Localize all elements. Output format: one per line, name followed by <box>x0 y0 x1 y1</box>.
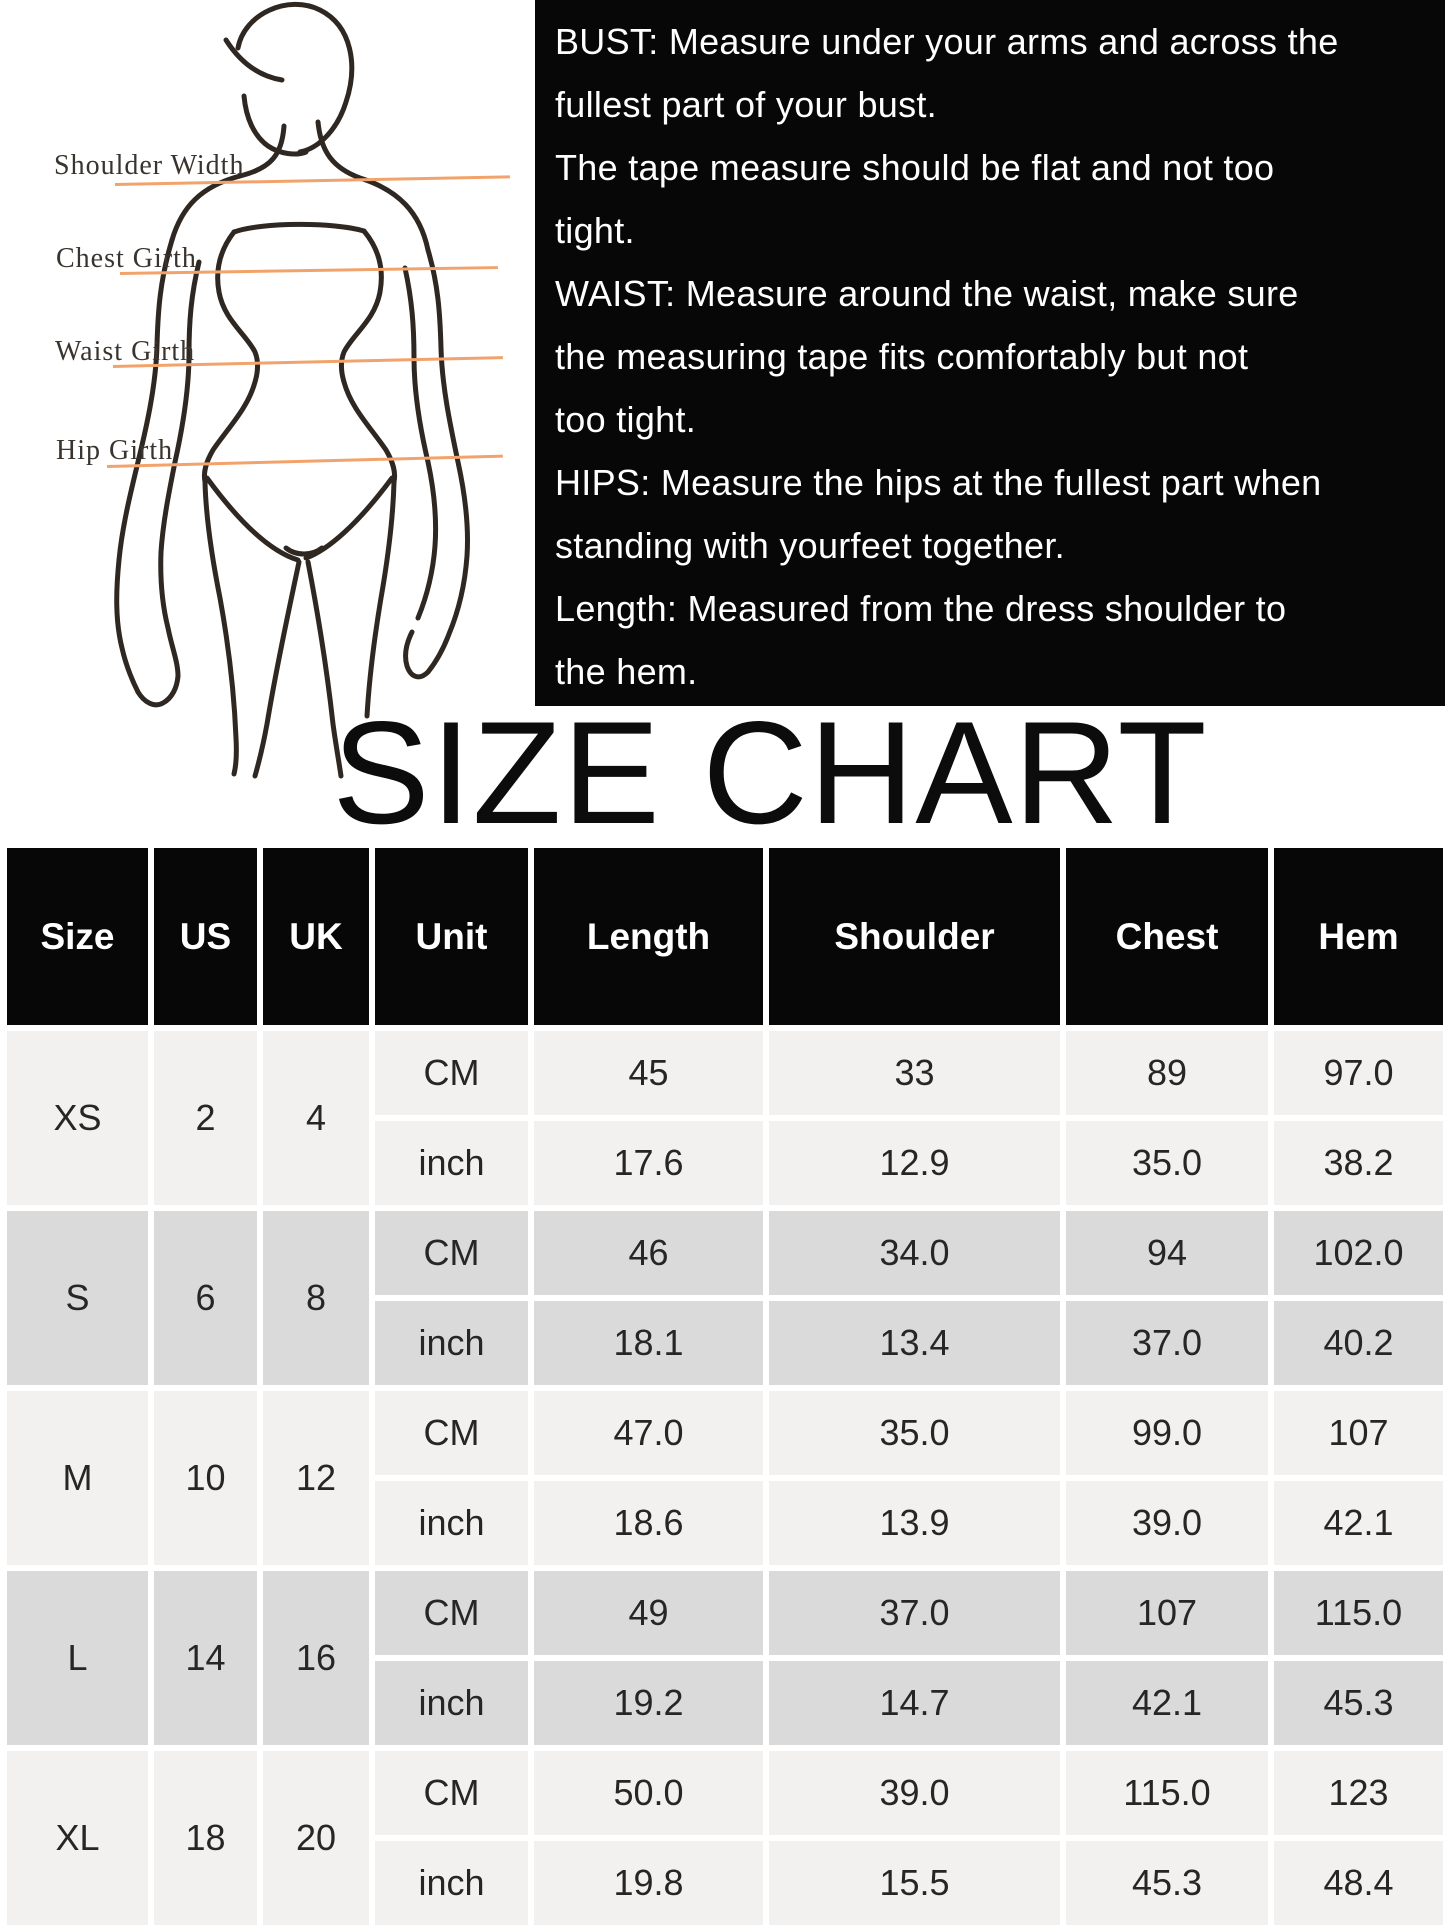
length-value-cell: 18.6 <box>534 1481 763 1565</box>
hem-value-cell: 115.0 <box>1274 1571 1443 1655</box>
shoulder-value-cell: 33 <box>769 1031 1060 1115</box>
chest-girth-label: Chest Girth <box>56 243 197 274</box>
chest-value-cell: 107 <box>1066 1571 1268 1655</box>
unit-cell: CM <box>375 1391 528 1475</box>
length-value-cell: 19.2 <box>534 1661 763 1745</box>
chest-value-cell: 99.0 <box>1066 1391 1268 1475</box>
instruction-line: Length: Measured from the dress shoulder… <box>555 588 1287 629</box>
us-size-cell: 18 <box>154 1751 257 1925</box>
instruction-line: too tight. <box>555 399 697 440</box>
hem-value-cell: 38.2 <box>1274 1121 1443 1205</box>
us-size-cell: 6 <box>154 1211 257 1385</box>
hem-value-cell: 97.0 <box>1274 1031 1443 1115</box>
chest-value-cell: 35.0 <box>1066 1121 1268 1205</box>
hip-girth-label: Hip Girth <box>56 435 174 466</box>
instruction-line: the hem. <box>555 651 698 692</box>
hem-value-cell: 40.2 <box>1274 1301 1443 1385</box>
instruction-line: The tape measure should be flat and not … <box>555 147 1275 188</box>
header-cell-shoulder: Shoulder <box>769 848 1060 1025</box>
size-cell: XS <box>7 1031 148 1205</box>
shoulder-width-label: Shoulder Width <box>54 150 245 181</box>
page-title: SIZE CHART <box>332 691 1208 854</box>
shoulder-value-cell: 35.0 <box>769 1391 1060 1475</box>
length-value-cell: 50.0 <box>534 1751 763 1835</box>
hem-value-cell: 48.4 <box>1274 1841 1443 1925</box>
shoulder-value-cell: 37.0 <box>769 1571 1060 1655</box>
header-cell-size: Size <box>7 848 148 1025</box>
instruction-line: WAIST: Measure around the waist, make su… <box>555 273 1299 314</box>
instruction-line: BUST: Measure under your arms and across… <box>555 21 1339 62</box>
instruction-line: the measuring tape fits comfortably but … <box>555 336 1249 377</box>
length-value-cell: 19.8 <box>534 1841 763 1925</box>
instruction-line: HIPS: Measure the hips at the fullest pa… <box>555 462 1322 503</box>
us-size-cell: 10 <box>154 1391 257 1565</box>
shoulder-value-cell: 15.5 <box>769 1841 1060 1925</box>
hem-value-cell: 123 <box>1274 1751 1443 1835</box>
header-cell-length: Length <box>534 848 763 1025</box>
unit-cell: CM <box>375 1571 528 1655</box>
chest-value-cell: 39.0 <box>1066 1481 1268 1565</box>
length-value-cell: 17.6 <box>534 1121 763 1205</box>
length-value-cell: 45 <box>534 1031 763 1115</box>
size-cell: S <box>7 1211 148 1385</box>
header-cell-us: US <box>154 848 257 1025</box>
waist-girth-label: Waist Girth <box>55 336 196 367</box>
length-value-cell: 18.1 <box>534 1301 763 1385</box>
uk-size-cell: 16 <box>263 1571 369 1745</box>
shoulder-value-cell: 39.0 <box>769 1751 1060 1835</box>
unit-cell: inch <box>375 1841 528 1925</box>
unit-cell: inch <box>375 1301 528 1385</box>
unit-cell: CM <box>375 1751 528 1835</box>
uk-size-cell: 8 <box>263 1211 369 1385</box>
uk-size-cell: 12 <box>263 1391 369 1565</box>
shoulder-value-cell: 13.9 <box>769 1481 1060 1565</box>
unit-cell: inch <box>375 1121 528 1205</box>
us-size-cell: 2 <box>154 1031 257 1205</box>
chest-value-cell: 94 <box>1066 1211 1268 1295</box>
unit-cell: inch <box>375 1481 528 1565</box>
us-size-cell: 14 <box>154 1571 257 1745</box>
size-table: Size US UK Unit Length Shoulder Chest Hem XS 2 4 CM… <box>7 848 1443 1925</box>
header-cell-chest: Chest <box>1066 848 1268 1025</box>
hem-value-cell: 42.1 <box>1274 1481 1443 1565</box>
uk-size-cell: 20 <box>263 1751 369 1925</box>
measuring-instructions-box: BUST: Measure under your arms and across… <box>535 0 1445 706</box>
shoulder-value-cell: 34.0 <box>769 1211 1060 1295</box>
header-cell-hem: Hem <box>1274 848 1443 1025</box>
chest-value-cell: 42.1 <box>1066 1661 1268 1745</box>
unit-cell: inch <box>375 1661 528 1745</box>
chest-value-cell: 45.3 <box>1066 1841 1268 1925</box>
hem-value-cell: 107 <box>1274 1391 1443 1475</box>
shoulder-value-cell: 14.7 <box>769 1661 1060 1745</box>
length-value-cell: 46 <box>534 1211 763 1295</box>
instruction-line: tight. <box>555 210 635 251</box>
instruction-line: standing with yourfeet together. <box>555 525 1065 566</box>
shoulder-value-cell: 12.9 <box>769 1121 1060 1205</box>
hem-value-cell: 102.0 <box>1274 1211 1443 1295</box>
uk-size-cell: 4 <box>263 1031 369 1205</box>
chest-value-cell: 37.0 <box>1066 1301 1268 1385</box>
length-value-cell: 49 <box>534 1571 763 1655</box>
chest-value-cell: 89 <box>1066 1031 1268 1115</box>
header-cell-uk: UK <box>263 848 369 1025</box>
length-value-cell: 47.0 <box>534 1391 763 1475</box>
chest-value-cell: 115.0 <box>1066 1751 1268 1835</box>
shoulder-value-cell: 13.4 <box>769 1301 1060 1385</box>
unit-cell: CM <box>375 1211 528 1295</box>
size-cell: M <box>7 1391 148 1565</box>
size-cell: XL <box>7 1751 148 1925</box>
header-cell-unit: Unit <box>375 848 528 1025</box>
body-figure-illustration <box>114 1 471 779</box>
unit-cell: CM <box>375 1031 528 1115</box>
instruction-line: fullest part of your bust. <box>555 84 937 125</box>
size-cell: L <box>7 1571 148 1745</box>
hem-value-cell: 45.3 <box>1274 1661 1443 1745</box>
